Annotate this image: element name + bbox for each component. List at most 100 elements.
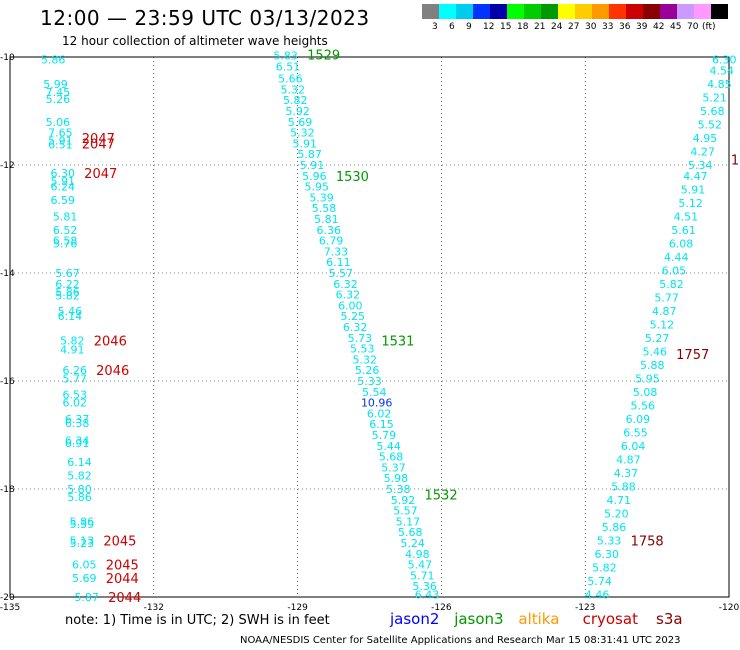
wave-height-value: 5.36 <box>412 580 437 593</box>
wave-height-value: 7.65 <box>48 127 73 140</box>
wave-height-value: 6.11 <box>326 256 351 269</box>
wave-height-value: 5.54 <box>362 386 387 399</box>
wave-height-value: 6.91 <box>65 437 90 450</box>
legend-label: 42 <box>653 22 665 32</box>
wave-height-value: 6.55 <box>623 426 648 439</box>
wave-height-value: 4.46 <box>585 588 610 601</box>
wave-height-value: 5.69 <box>288 116 313 129</box>
satellite-legend-cryosat: cryosat <box>582 610 638 628</box>
wave-height-value: 5.88 <box>611 480 636 493</box>
legend-label: 15 <box>500 22 512 32</box>
wave-height-value: 5.32 <box>281 83 306 96</box>
wave-height-value: 5.91 <box>300 159 325 172</box>
lon-tick-label: -132 <box>144 603 164 613</box>
color-legend <box>422 4 728 20</box>
wave-height-value: 5.39 <box>70 518 95 531</box>
wave-height-value: 5.82 <box>67 470 92 483</box>
satellite-legend-s3a: s3a <box>656 610 683 628</box>
wave-height-value: 5.74 <box>587 575 612 588</box>
wave-height-value: 5.47 <box>408 559 433 572</box>
wave-height-value: 5.32 <box>352 353 377 366</box>
wave-height-value: 5.34 <box>688 159 713 172</box>
lat-tick-label: -16 <box>0 377 15 387</box>
wave-height-value: 6.32 <box>333 278 358 291</box>
legend-label: 9 <box>466 22 472 32</box>
legend-swatch <box>660 4 677 19</box>
wave-height-value: 5.46 <box>642 345 667 358</box>
pass-time-label: 2044 <box>106 572 139 587</box>
wave-height-value: 5.68 <box>379 451 404 464</box>
wave-height-value: 6.51 <box>48 138 73 151</box>
wave-height-value: 5.38 <box>386 483 411 496</box>
wave-height-value: 5.86 <box>602 521 627 534</box>
legend-swatch <box>626 4 643 19</box>
wave-height-value: 5.61 <box>671 224 696 237</box>
legend-swatch <box>524 4 541 19</box>
wave-height-value: 6.14 <box>58 310 83 323</box>
lat-tick-label: -10 <box>0 53 15 63</box>
wave-height-value: 6.05 <box>662 264 687 277</box>
wave-height-value: 5.91 <box>48 135 73 148</box>
wave-height-value: 7.33 <box>324 245 349 258</box>
wave-height-value: 5.88 <box>640 359 665 372</box>
wave-height-value: 4.91 <box>60 344 85 357</box>
wave-height-value: 5.33 <box>597 534 622 547</box>
pass-time-label: 2046 <box>96 364 129 379</box>
lon-tick-label: -135 <box>0 603 20 613</box>
wave-height-value: 5.92 <box>285 105 310 118</box>
pass-time-label: 1757 <box>676 348 709 363</box>
units-note: note: 1) Time is in UTC; 2) SWH is in fe… <box>65 613 330 628</box>
legend-swatch <box>439 4 456 19</box>
wave-height-value: 6.34 <box>65 434 90 447</box>
wave-height-value: 5.46 <box>58 305 83 318</box>
wave-height-value: 6.51 <box>276 61 301 74</box>
pass-time-label: 2047 <box>82 132 115 147</box>
wave-height-value: 6.32 <box>336 289 361 302</box>
lat-tick-label: -18 <box>0 485 15 495</box>
pass-time-label: 2046 <box>94 335 127 350</box>
wave-height-value: 5.87 <box>74 591 99 604</box>
wave-height-value: 5.44 <box>376 440 401 453</box>
wave-height-value: 5.95 <box>305 181 330 194</box>
wave-height-value: 5.91 <box>50 175 75 188</box>
legend-label: 24 <box>551 22 563 32</box>
wave-height-value: 5.17 <box>396 515 421 528</box>
legend-swatch <box>575 4 592 19</box>
lat-tick-label: -20 <box>0 593 15 603</box>
wave-height-value: 5.26 <box>46 93 71 106</box>
pass-time-label: 2045 <box>106 559 139 574</box>
wave-height-value: 5.68 <box>700 105 725 118</box>
legend-label: 36 <box>619 22 631 32</box>
pass-time-label: 1 <box>731 154 739 169</box>
wave-height-value: 6.32 <box>343 321 368 334</box>
lon-tick-label: -120 <box>719 603 740 613</box>
lat-tick-label: -14 <box>0 269 15 279</box>
wave-height-value: 6.00 <box>338 299 363 312</box>
wave-height-value: 5.12 <box>650 318 675 331</box>
wave-height-value: 5.73 <box>348 332 373 345</box>
wave-height-value: 5.82 <box>592 561 617 574</box>
wave-height-value: 6.53 <box>62 389 87 402</box>
pass-time-label: 1531 <box>381 335 414 350</box>
legend-label: 30 <box>585 22 597 32</box>
satellite-legend-altika: altika <box>518 610 560 628</box>
legend-swatch <box>643 4 660 19</box>
wave-height-value: 5.86 <box>67 491 92 504</box>
page-subtitle: 12 hour collection of altimeter wave hei… <box>62 34 328 48</box>
wave-height-value: 10.96 <box>361 397 393 410</box>
wave-height-value: 5.80 <box>67 483 92 496</box>
legend-swatch <box>422 4 439 19</box>
legend-swatch <box>694 4 711 19</box>
wave-height-value: 5.53 <box>350 343 375 356</box>
pass-time-label: 2044 <box>108 591 141 606</box>
wave-height-value: 5.81 <box>314 213 339 226</box>
wave-height-value: 6.04 <box>621 440 646 453</box>
legend-swatch <box>677 4 694 19</box>
wave-height-value: 4.98 <box>405 548 430 561</box>
wave-height-value: 5.20 <box>604 507 629 520</box>
wave-height-value: 5.24 <box>400 537 425 550</box>
wave-height-value: 5.06 <box>46 116 71 129</box>
wave-height-value: 5.98 <box>384 472 409 485</box>
legend-label: 27 <box>568 22 580 32</box>
